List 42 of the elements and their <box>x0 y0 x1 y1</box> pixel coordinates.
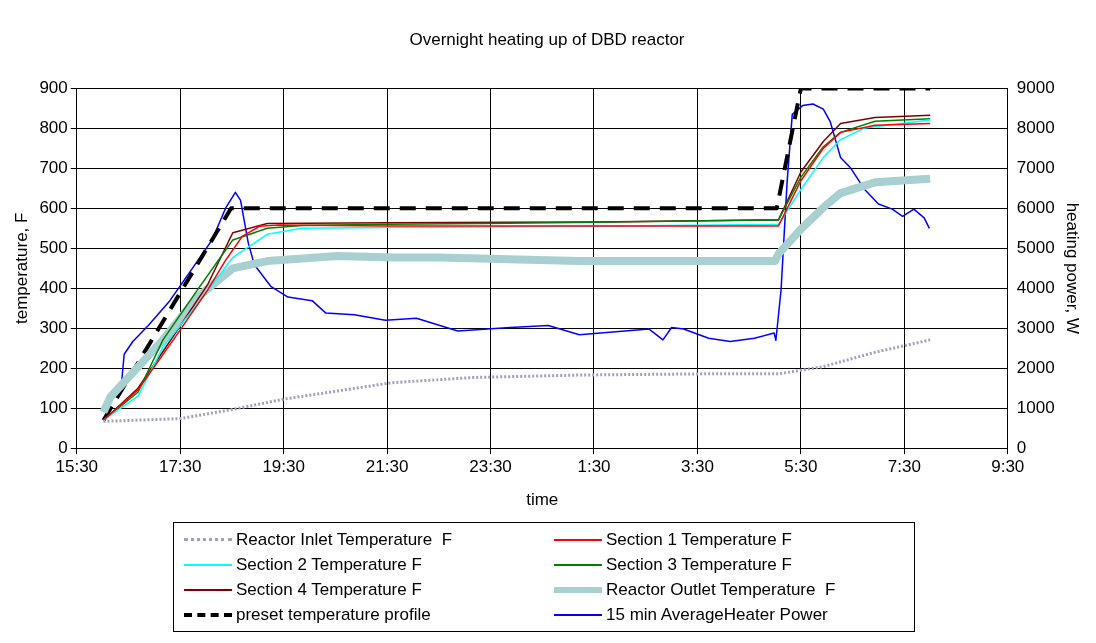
y2-tick-label: 4000 <box>1016 277 1055 297</box>
legend-label: 15 min AverageHeater Power <box>606 604 828 625</box>
x-axis-title: time <box>526 490 559 510</box>
y-axis-title: temperature, F <box>11 212 31 325</box>
y-tick-label: 800 <box>39 118 68 138</box>
y-tick-label: 0 <box>58 437 68 457</box>
x-tick-label: 23:30 <box>469 457 512 477</box>
legend-label: Section 1 Temperature F <box>606 529 792 550</box>
legend-label: preset temperature profile <box>236 604 431 625</box>
x-tick-label: 5:30 <box>784 457 818 477</box>
y2-tick-label: 0 <box>1016 437 1027 457</box>
y2-tick-label: 9000 <box>1016 78 1055 98</box>
x-tick-label: 9:30 <box>991 457 1025 477</box>
x-tick-label: 1:30 <box>577 457 611 477</box>
legend-label: Reactor Inlet Temperature F <box>236 529 453 550</box>
y-tick-label: 300 <box>39 317 68 337</box>
x-tick-label: 17:30 <box>158 457 202 477</box>
y-tick-label: 600 <box>39 198 68 218</box>
legend-label: Reactor Outlet Temperature F <box>606 579 836 600</box>
x-tick-label: 3:30 <box>680 457 714 477</box>
y2-tick-label: 8000 <box>1016 118 1055 138</box>
y-tick-label: 500 <box>39 238 68 257</box>
chart-title: Overnight heating up of DBD reactor <box>409 29 685 49</box>
y2-tick-label: 6000 <box>1016 198 1055 218</box>
y-tick-label: 900 <box>39 78 68 98</box>
x-tick-label: 15:30 <box>55 457 99 477</box>
y2-tick-label: 3000 <box>1016 317 1055 337</box>
y2-tick-label: 1000 <box>1016 397 1055 417</box>
x-tick-label: 19:30 <box>262 457 305 477</box>
x-tick-label: 7:30 <box>887 457 921 477</box>
legend-label: Section 4 Temperature F <box>236 579 422 600</box>
y-tick-label: 400 <box>39 277 68 297</box>
y2-tick-label: 2000 <box>1016 357 1055 377</box>
x-tick-label: 21:30 <box>365 457 409 477</box>
y-tick-label: 200 <box>39 357 68 377</box>
y2-tick-label: 7000 <box>1016 158 1055 178</box>
y-tick-label: 100 <box>39 397 68 417</box>
y-tick-label: 700 <box>39 158 68 178</box>
legend-label: Section 2 Temperature F <box>236 554 422 575</box>
y2-tick-label: 5000 <box>1016 238 1055 257</box>
y2-axis-title: heating power, W <box>1063 202 1083 334</box>
legend-label: Section 3 Temperature F <box>606 554 792 575</box>
